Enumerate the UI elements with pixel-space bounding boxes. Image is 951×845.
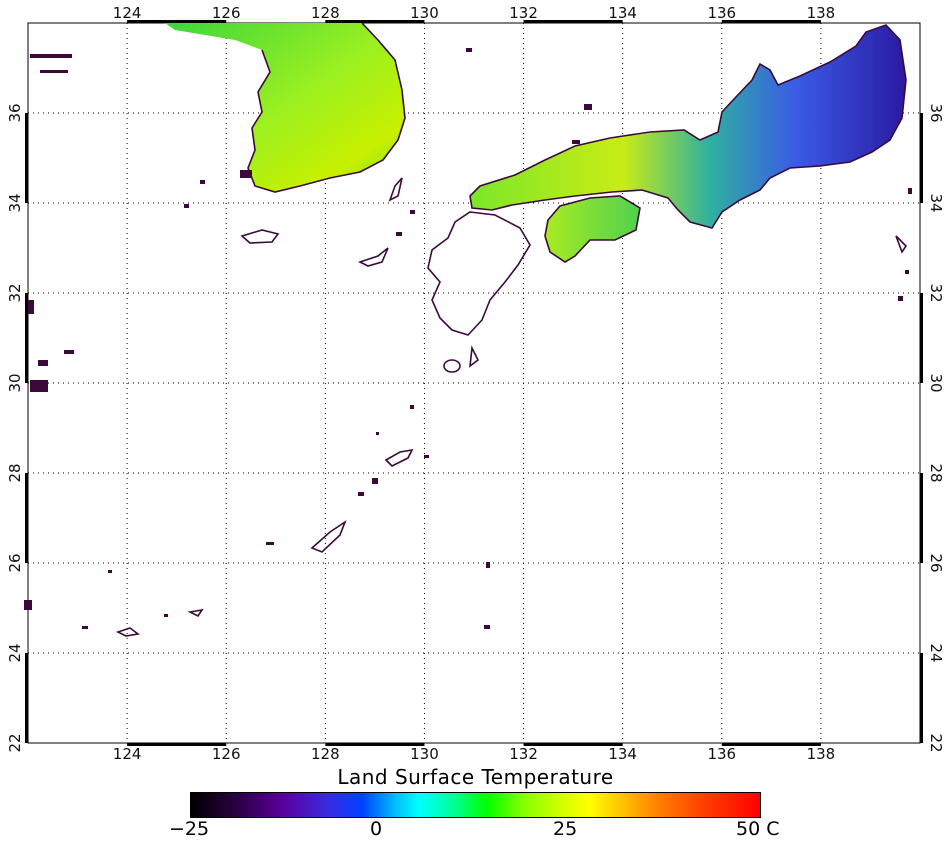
lat-label-left: 26	[6, 553, 24, 572]
coastlines	[115, 22, 908, 637]
graticule	[28, 23, 920, 744]
lat-label-left: 36	[6, 103, 24, 122]
lon-label-top: 138	[807, 4, 836, 22]
scale-bar-top	[721, 20, 821, 23]
colorbar	[190, 792, 761, 818]
scale-bar-bottom	[325, 743, 425, 746]
lon-label-top: 130	[410, 4, 439, 22]
tsushima-coast	[388, 177, 403, 202]
scale-bar-left	[25, 113, 28, 203]
honshu-coast	[469, 24, 907, 229]
colorbar-label-0: 0	[370, 818, 383, 840]
scale-bar-right	[920, 653, 923, 743]
scale-bar-right	[920, 113, 923, 203]
ishigaki-coast	[187, 608, 204, 618]
colorbar-label-min: −25	[169, 818, 210, 840]
kyushu-coast	[427, 211, 531, 336]
lon-label-bottom: 138	[807, 745, 836, 763]
lat-label-left: 28	[6, 463, 24, 482]
izu-coast	[895, 235, 908, 254]
lat-label-left: 30	[6, 373, 24, 392]
lat-label-right: 22	[927, 733, 945, 752]
korea-coast	[247, 22, 406, 193]
tanegashima-coast	[469, 345, 480, 368]
lon-label-top: 132	[509, 4, 538, 22]
scale-bar-right	[920, 473, 923, 563]
jeju-coast	[240, 229, 280, 244]
honshu-lst	[470, 25, 906, 228]
shikoku-coast	[544, 195, 641, 263]
scale-bar-right	[920, 293, 923, 383]
lon-label-top: 126	[212, 4, 241, 22]
axis-scale-bars	[25, 20, 923, 746]
lat-label-left: 24	[6, 643, 24, 662]
lon-label-top: 134	[608, 4, 637, 22]
lon-label-bottom: 132	[509, 745, 538, 763]
scale-bar-left	[25, 653, 28, 743]
lon-label-bottom: 130	[410, 745, 439, 763]
tick-labels: 124 124 126 126 128 128 130 130 132 132 134 134 136 1…	[6, 4, 945, 763]
lat-label-right: 32	[927, 283, 945, 302]
shikoku-lst	[545, 196, 640, 262]
scale-bar-bottom	[523, 743, 623, 746]
lon-label-bottom: 136	[707, 745, 736, 763]
lon-label-bottom: 124	[113, 745, 142, 763]
korea-lst	[165, 23, 405, 192]
miyako-coast	[115, 627, 140, 637]
colorbar-label-max: 50 C	[736, 818, 780, 840]
scale-bar-left	[25, 293, 28, 383]
small-islands	[24, 48, 912, 629]
scale-bar-bottom	[127, 743, 227, 746]
lon-label-bottom: 126	[212, 745, 241, 763]
scale-bar-top	[325, 20, 425, 23]
lon-label-top: 124	[113, 4, 142, 22]
lat-label-right: 36	[927, 103, 945, 122]
lat-label-right: 24	[927, 643, 945, 662]
lat-label-right: 28	[927, 463, 945, 482]
lat-label-right: 34	[927, 193, 945, 212]
lon-label-top: 128	[311, 4, 340, 22]
scale-bar-top	[127, 20, 227, 23]
amami-coast	[384, 448, 414, 467]
lon-label-top: 136	[707, 4, 736, 22]
lat-label-left: 34	[6, 193, 24, 212]
lat-label-left: 32	[6, 283, 24, 302]
colorbar-label-25: 25	[553, 818, 578, 840]
scale-bar-bottom	[721, 743, 821, 746]
lat-label-right: 30	[927, 373, 945, 392]
goto-coast	[357, 247, 389, 267]
scale-bar-left	[25, 473, 28, 563]
yakushima-coast	[443, 359, 461, 373]
lon-label-bottom: 128	[311, 745, 340, 763]
lat-label-right: 26	[927, 553, 945, 572]
lst-field	[165, 23, 906, 262]
map-title: Land Surface Temperature	[337, 765, 614, 789]
scale-bar-top	[523, 20, 623, 23]
okinawa-coast	[310, 519, 347, 553]
lon-label-bottom: 134	[608, 745, 637, 763]
lat-label-left: 22	[6, 733, 24, 752]
